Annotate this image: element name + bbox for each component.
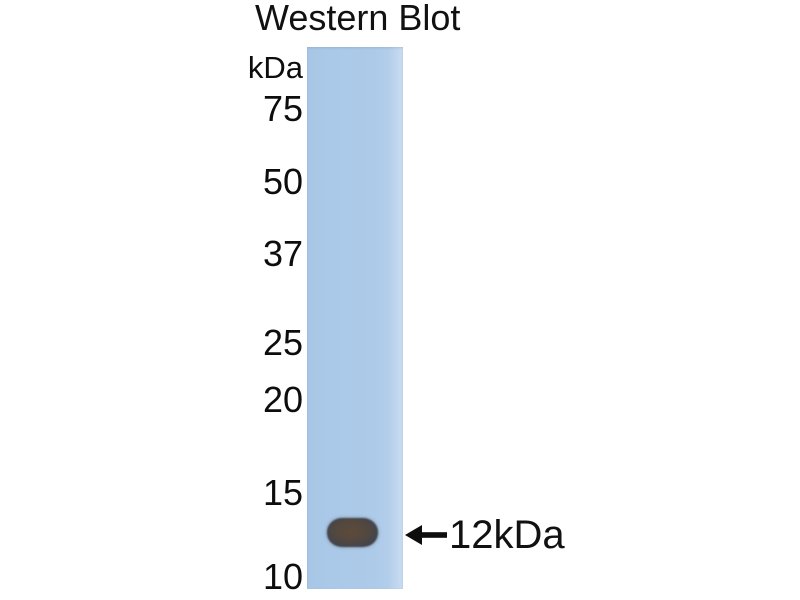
ladder-marker-10: 10: [262, 556, 303, 597]
ladder-marker-37: 37: [262, 233, 303, 274]
figure-title: Western Blot: [255, 0, 461, 38]
ladder-marker-75: 75: [262, 88, 303, 129]
ladder-marker-15: 15: [262, 472, 303, 513]
band-size-label: 12kDa: [449, 513, 565, 557]
ladder-marker-20: 20: [262, 379, 303, 420]
left-arrow-icon: [405, 525, 447, 545]
kda-unit-label: kDa: [247, 50, 303, 85]
ladder-marker-25: 25: [262, 322, 303, 363]
ladder-marker-50: 50: [262, 161, 303, 202]
blot-lane: [307, 47, 403, 589]
protein-band: [327, 518, 378, 547]
